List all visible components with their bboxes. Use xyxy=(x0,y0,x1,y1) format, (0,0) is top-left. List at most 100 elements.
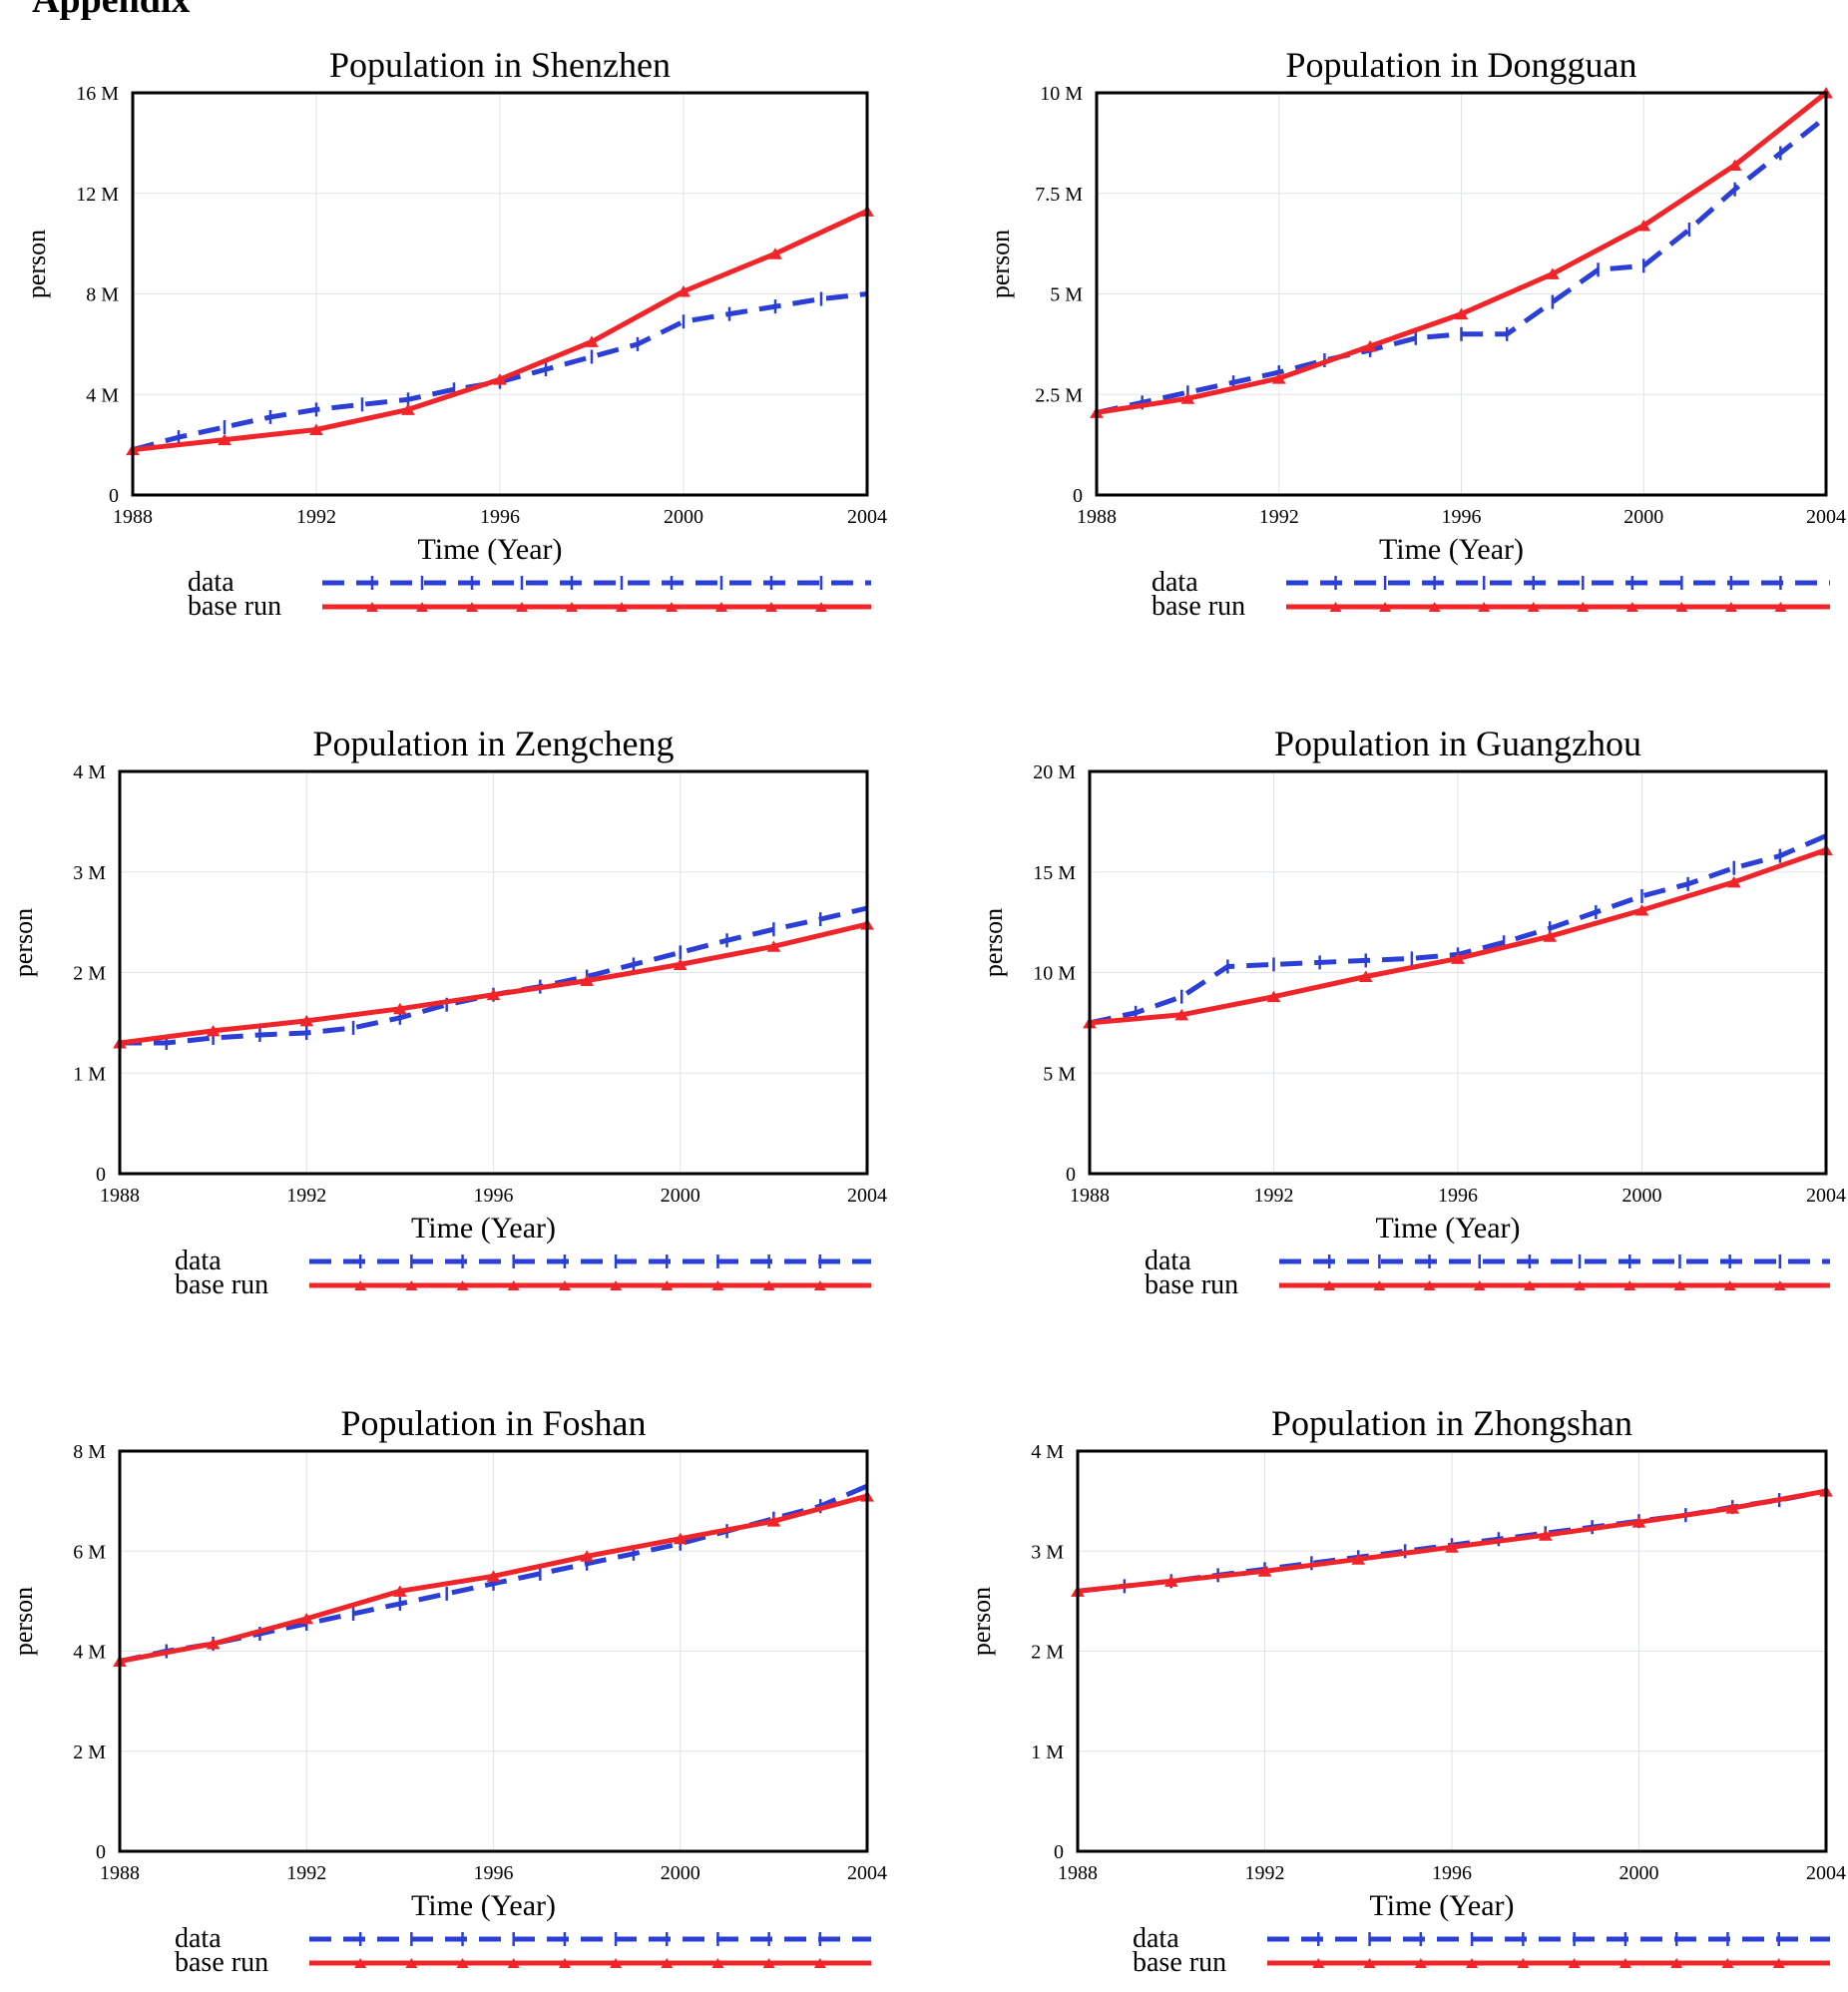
legend-base-run-marker xyxy=(1673,1280,1686,1290)
x-tick-label: 1992 xyxy=(1254,1185,1294,1207)
legend-base-run-marker xyxy=(1363,1958,1376,1968)
base-run-point xyxy=(1163,1575,1178,1587)
base-run-point xyxy=(1180,392,1195,404)
legend-label: base run xyxy=(1152,591,1245,622)
base-run-point xyxy=(1725,1502,1740,1514)
legend-base-run-marker xyxy=(765,602,777,612)
y-tick-label: 5 M xyxy=(1043,1063,1076,1085)
y-tick-label: 8 M xyxy=(73,1441,106,1463)
x-axis-label: Time (Year) xyxy=(411,1212,556,1245)
legend-base-run-marker xyxy=(1721,1958,1734,1968)
base-run-point xyxy=(1543,930,1558,942)
legend-base-run-marker xyxy=(1724,602,1737,612)
chart-title: Population in Dongguan xyxy=(1286,45,1637,85)
base-run-point xyxy=(1451,952,1465,964)
base-run-point xyxy=(299,1612,314,1625)
base-run-point xyxy=(1363,339,1378,352)
legend-base-run-marker xyxy=(1568,1958,1581,1968)
x-tick-label: 1992 xyxy=(286,1862,326,1884)
x-tick-label: 2004 xyxy=(847,506,887,528)
legend-label: base run xyxy=(175,1269,268,1300)
y-tick-label: 15 M xyxy=(1033,862,1076,884)
base-run-point xyxy=(1358,970,1373,983)
legend-label: base run xyxy=(1145,1269,1238,1300)
base-run-point xyxy=(766,940,781,952)
y-tick-label: 2.5 M xyxy=(1035,384,1083,406)
base-run-point xyxy=(1445,1541,1459,1553)
legend-base-run-marker xyxy=(1523,1280,1536,1290)
base-run-point xyxy=(673,1532,688,1545)
legend-base-run-marker xyxy=(711,1280,724,1290)
legend-base-run-marker xyxy=(1577,602,1590,612)
legend-base-run-marker xyxy=(456,1280,469,1290)
legend-base-run-marker xyxy=(1527,602,1540,612)
legend-base-run-marker xyxy=(1323,1280,1336,1290)
x-tick-label: 2004 xyxy=(1806,1185,1846,1207)
chart-panel: Population in Shenzhen 0 4 M 8 M 12 M 16 M 198… xyxy=(22,45,887,622)
legend-base-run-marker xyxy=(1618,1958,1631,1968)
page-heading: Appendix xyxy=(32,0,191,21)
y-tick-label: 3 M xyxy=(1031,1541,1064,1563)
base-run-point xyxy=(486,988,501,1001)
y-tick-label: 1 M xyxy=(1031,1742,1064,1763)
y-tick-label: 16 M xyxy=(76,83,119,105)
legend-base-run-marker xyxy=(1675,602,1688,612)
chart-panel: Population in Guangzhou 0 5 M 10 M 15 M 20 M 1… xyxy=(979,724,1846,1300)
plot-frame xyxy=(1076,1449,1828,1853)
chart-title: Population in Zhongshan xyxy=(1271,1403,1632,1443)
x-tick-label: 1988 xyxy=(113,506,153,528)
y-tick-label: 4 M xyxy=(73,761,106,783)
plot-frame xyxy=(131,91,869,497)
y-tick-label: 3 M xyxy=(73,862,106,884)
chart-panel: Population in Foshan 0 2 M 4 M 6 M 8 M 1988 199… xyxy=(9,1403,887,1978)
legend-base-run-marker xyxy=(405,1958,418,1968)
y-tick-label: 10 M xyxy=(1033,963,1076,985)
legend-base-run-marker xyxy=(1723,1280,1736,1290)
y-tick-label: 4 M xyxy=(73,1642,106,1664)
x-axis-label: Time (Year) xyxy=(1375,1212,1520,1245)
legend-base-run-marker xyxy=(1379,602,1392,612)
legend-label: data xyxy=(1133,1923,1179,1954)
legend-base-run-marker xyxy=(661,1958,674,1968)
y-tick-label: 2 M xyxy=(1031,1642,1064,1664)
y-tick-label: 8 M xyxy=(86,284,119,306)
legend-base-run-marker xyxy=(1774,602,1787,612)
x-tick-label: 2004 xyxy=(1806,1862,1846,1884)
base-run-point xyxy=(580,1550,595,1562)
chart-panel: Population in Zengcheng 0 1 M 2 M 3 M 4 M 1988… xyxy=(9,724,887,1300)
y-tick-label: 5 M xyxy=(1050,284,1083,306)
legend-base-run-marker xyxy=(1466,1958,1479,1968)
base-run-point xyxy=(677,285,691,297)
legend-base-run-marker xyxy=(507,1958,520,1968)
y-tick-label: 0 xyxy=(96,1841,106,1863)
x-tick-label: 1988 xyxy=(1077,506,1117,528)
y-tick-label: 0 xyxy=(109,485,119,507)
legend-base-run-marker xyxy=(1428,602,1441,612)
y-tick-label: 2 M xyxy=(73,1742,106,1763)
x-tick-label: 1988 xyxy=(100,1185,140,1207)
legend-label: data xyxy=(175,1923,222,1954)
legend-base-run-marker xyxy=(507,1280,520,1290)
base-run-point xyxy=(1257,1565,1272,1577)
y-tick-label: 20 M xyxy=(1033,761,1076,783)
x-tick-label: 2000 xyxy=(1619,1862,1659,1884)
y-tick-label: 0 xyxy=(1073,485,1083,507)
base-run-point xyxy=(493,373,507,385)
base-run-point xyxy=(1545,267,1560,279)
chart-title: Population in Zengcheng xyxy=(313,724,675,763)
x-axis-label: Time (Year) xyxy=(417,533,562,566)
legend-base-run-marker xyxy=(1473,1280,1486,1290)
legend-label: base run xyxy=(188,591,281,622)
legend-base-run-marker xyxy=(610,1958,623,1968)
chart-panel: Population in Zhongshan 0 1 M 2 M 3 M 4 M 1988… xyxy=(967,1403,1846,1978)
base-run-point xyxy=(1727,159,1742,172)
base-run-point xyxy=(585,335,599,347)
legend-label: base run xyxy=(1133,1947,1226,1978)
base-run-point xyxy=(309,423,323,436)
legend-base-run-marker xyxy=(1517,1958,1530,1968)
legend-label: base run xyxy=(175,1947,268,1978)
base-run-point xyxy=(392,1002,407,1015)
legend-base-run-marker xyxy=(516,602,528,612)
legend-base-run-marker xyxy=(1373,1280,1386,1290)
